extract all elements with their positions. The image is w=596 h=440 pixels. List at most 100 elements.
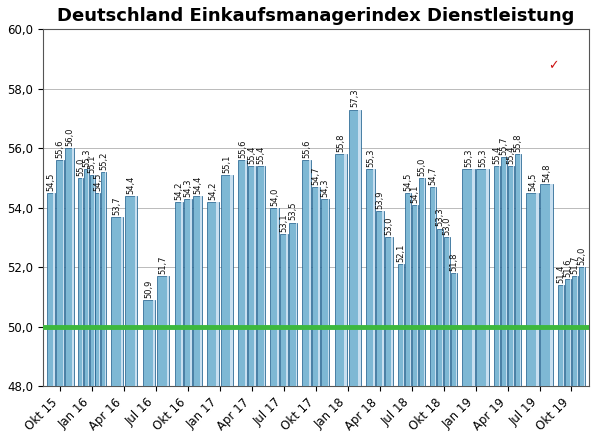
Text: 51,7: 51,7	[570, 256, 579, 274]
Bar	[398, 264, 404, 386]
Bar	[513, 166, 514, 386]
Text: 55,3: 55,3	[82, 148, 91, 167]
Bar	[289, 223, 297, 386]
Bar	[95, 193, 100, 386]
Text: 54,3: 54,3	[321, 178, 330, 197]
Text: 55,4: 55,4	[257, 146, 266, 164]
Text: 55,1: 55,1	[222, 154, 231, 173]
Text: 55,6: 55,6	[238, 139, 247, 158]
Text: 54,2: 54,2	[174, 181, 183, 200]
Bar	[101, 172, 106, 386]
Bar	[526, 193, 539, 386]
Text: 50,9: 50,9	[145, 279, 154, 298]
Bar	[143, 300, 155, 386]
Bar	[430, 187, 436, 386]
Text: 52,1: 52,1	[397, 244, 406, 262]
Text: 55,6: 55,6	[302, 139, 311, 158]
Text: 53,7: 53,7	[113, 196, 122, 215]
Text: 54,2: 54,2	[209, 181, 218, 200]
Text: 54,8: 54,8	[542, 163, 551, 182]
Bar	[358, 110, 361, 386]
Text: 54,3: 54,3	[184, 178, 193, 197]
Bar	[558, 285, 564, 386]
Text: 55,1: 55,1	[88, 154, 97, 173]
Text: 53,1: 53,1	[280, 214, 288, 232]
Bar	[419, 178, 426, 386]
Text: 53,0: 53,0	[384, 217, 393, 235]
Bar	[79, 178, 83, 386]
Bar	[53, 193, 55, 386]
Bar	[494, 166, 500, 386]
Text: 55,0: 55,0	[418, 158, 427, 176]
Bar	[579, 267, 585, 386]
Bar	[565, 279, 571, 386]
Bar	[410, 193, 411, 386]
Text: 54,5: 54,5	[528, 172, 537, 191]
Text: 57,3: 57,3	[350, 89, 359, 107]
Bar	[296, 223, 297, 386]
Text: 55,3: 55,3	[366, 148, 375, 167]
Bar	[157, 276, 169, 386]
Bar	[486, 169, 489, 386]
Text: 55,6: 55,6	[56, 139, 65, 158]
Bar	[550, 184, 552, 386]
Text: 54,4: 54,4	[193, 176, 202, 194]
Bar	[444, 238, 451, 386]
Bar	[46, 193, 55, 386]
Text: 53,3: 53,3	[436, 208, 445, 227]
Bar	[309, 160, 311, 386]
Text: 56,0: 56,0	[65, 128, 74, 146]
Bar	[412, 205, 418, 386]
Bar	[437, 228, 443, 386]
Bar	[280, 235, 288, 386]
Text: 54,7: 54,7	[311, 166, 321, 185]
Text: 54,7: 54,7	[429, 166, 437, 185]
Bar	[442, 228, 443, 386]
Text: 55,3: 55,3	[464, 148, 473, 167]
Text: 55,0: 55,0	[76, 158, 85, 176]
Bar	[349, 110, 361, 386]
Bar	[577, 276, 578, 386]
Text: 55,8: 55,8	[514, 134, 523, 152]
Bar	[193, 196, 201, 386]
Bar	[382, 211, 384, 386]
Text: 54,0: 54,0	[270, 187, 279, 205]
Bar	[583, 267, 585, 386]
Bar	[72, 148, 74, 386]
Title: Deutschland Einkaufsmanagerindex Dienstleistung: Deutschland Einkaufsmanagerindex Dienstl…	[57, 7, 575, 25]
Bar	[451, 273, 457, 386]
Bar	[99, 193, 100, 386]
Text: 53,9: 53,9	[375, 190, 384, 209]
Text: 53,0: 53,0	[443, 217, 452, 235]
Bar	[271, 208, 279, 386]
Bar	[167, 276, 169, 386]
Bar	[94, 175, 95, 386]
Text: 54,5: 54,5	[94, 172, 103, 191]
Bar	[541, 184, 552, 386]
Text: 55,7: 55,7	[499, 136, 508, 155]
Bar	[125, 196, 137, 386]
Bar	[520, 154, 522, 386]
Bar	[90, 175, 95, 386]
Bar	[499, 166, 500, 386]
Bar	[405, 193, 411, 386]
Bar	[417, 205, 418, 386]
Bar	[334, 154, 347, 386]
Bar	[424, 178, 426, 386]
Bar	[248, 166, 256, 386]
Bar	[277, 208, 279, 386]
Bar	[84, 169, 89, 386]
Bar	[570, 279, 571, 386]
Bar	[462, 169, 475, 386]
Bar	[120, 216, 123, 386]
Bar	[135, 196, 137, 386]
Bar	[175, 202, 183, 386]
Bar	[456, 273, 457, 386]
Bar	[200, 196, 201, 386]
Bar	[245, 160, 247, 386]
Bar	[221, 175, 233, 386]
Bar	[82, 178, 83, 386]
Bar	[385, 238, 393, 386]
Bar	[263, 166, 265, 386]
Text: 55,2: 55,2	[99, 151, 108, 170]
